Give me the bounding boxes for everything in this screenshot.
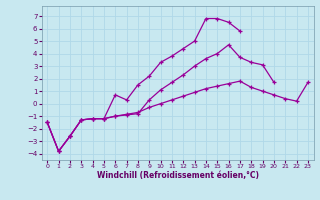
X-axis label: Windchill (Refroidissement éolien,°C): Windchill (Refroidissement éolien,°C) (97, 171, 259, 180)
